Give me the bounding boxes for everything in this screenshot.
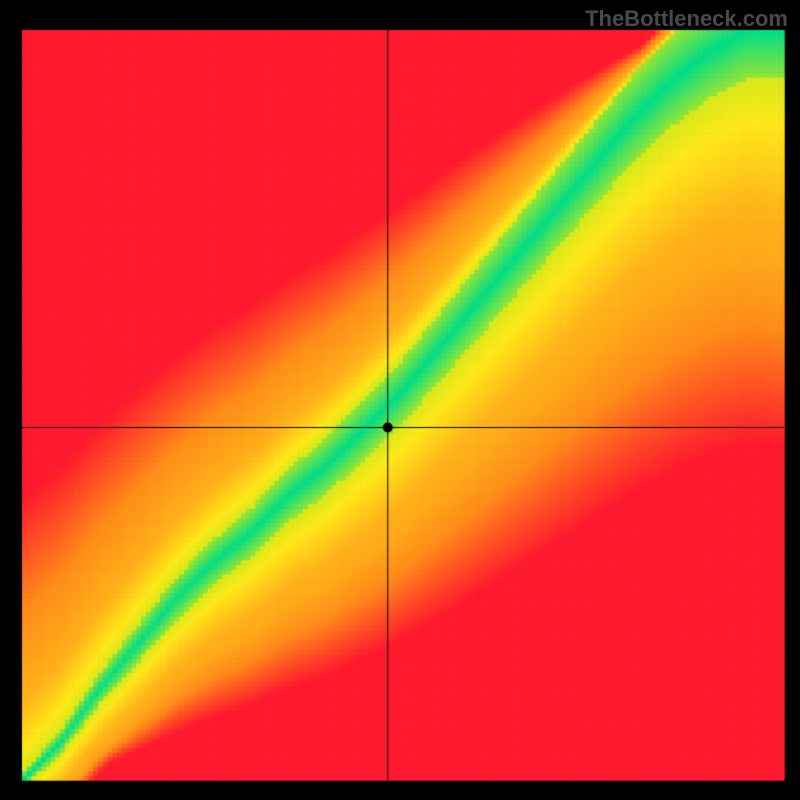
bottleneck-heatmap: [0, 0, 800, 800]
watermark-text: TheBottleneck.com: [585, 6, 788, 32]
chart-container: TheBottleneck.com: [0, 0, 800, 800]
